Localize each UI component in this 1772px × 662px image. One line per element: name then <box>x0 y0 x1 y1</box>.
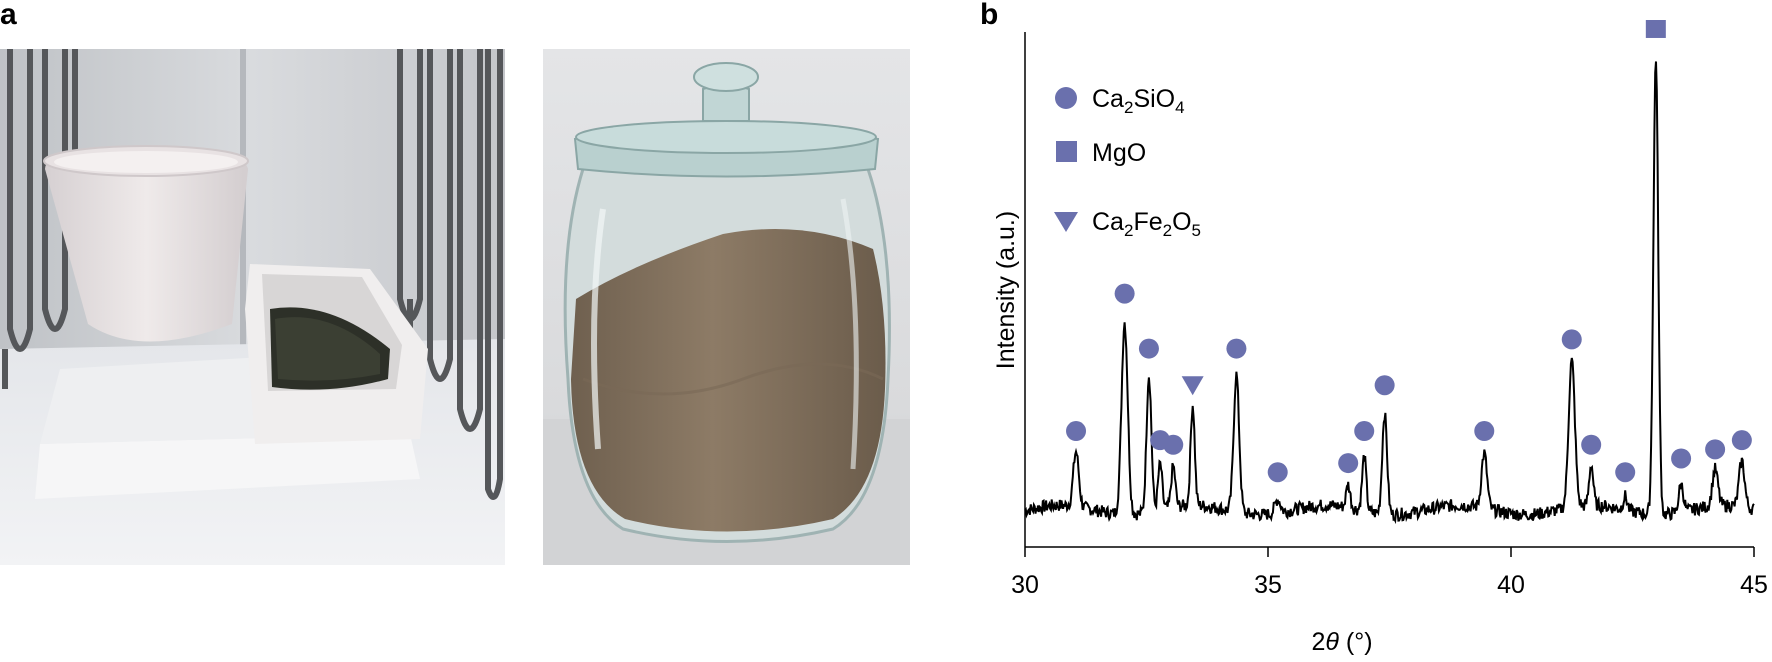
ca2sio4-peak-marker <box>1705 439 1726 460</box>
panel-label-a: a <box>0 0 17 31</box>
ca2sio4-peak-marker <box>1163 434 1184 455</box>
legend-circle-marker <box>1055 87 1077 109</box>
legend-square-marker <box>1056 141 1077 162</box>
panel-label-b: b <box>980 0 999 31</box>
ca2sio4-peak-marker <box>1226 338 1247 359</box>
ca2sio4-peak-marker <box>1338 453 1359 474</box>
legend-triangle-marker <box>1054 212 1078 232</box>
ca2sio4-peak-marker <box>1731 430 1752 451</box>
y-axis-label: Intensity (a.u.) <box>992 211 1020 369</box>
mgo-peak-marker <box>1645 17 1666 38</box>
x-tick-label: 45 <box>1740 571 1768 599</box>
ca2sio4-peak-marker <box>1581 434 1602 455</box>
ca2sio4-peak-marker <box>1354 421 1375 442</box>
legend: Ca2SiO4 MgO Ca2Fe2O5 <box>1054 85 1201 240</box>
ca2sio4-peak-marker <box>1615 462 1636 483</box>
glass-jar-powder-photo <box>543 49 910 565</box>
ca2sio4-peak-marker <box>1374 375 1395 396</box>
legend-label-mgo: MgO <box>1092 139 1146 167</box>
x-tick-label: 40 <box>1497 571 1525 599</box>
ca2sio4-peak-marker <box>1671 448 1692 469</box>
ca2sio4-peak-marker <box>1066 421 1087 442</box>
ca2sio4-peak-marker <box>1114 283 1135 304</box>
ca2sio4-peak-marker <box>1138 338 1159 359</box>
ca2sio4-peak-marker <box>1561 329 1582 350</box>
xrd-trace-line <box>1024 61 1755 525</box>
ca2sio4-peak-marker <box>1474 421 1495 442</box>
ca2fe2o5-peak-marker <box>1181 376 1204 396</box>
ca2sio4-peak-marker <box>1267 462 1288 483</box>
x-axis-label: 2θ (°) <box>1311 628 1372 656</box>
xrd-pattern-chart: Intensity (a.u.) 2θ (°) 30 35 40 45 Ca2SiO4… <box>990 17 1772 657</box>
x-tick-label: 35 <box>1254 571 1282 599</box>
x-tick-label: 30 <box>1011 571 1039 599</box>
furnace-crucible-photo <box>0 49 505 565</box>
legend-label-ca2fe2o5: Ca2Fe2O5 <box>1092 208 1201 240</box>
legend-label-ca2sio4: Ca2SiO4 <box>1092 85 1185 117</box>
